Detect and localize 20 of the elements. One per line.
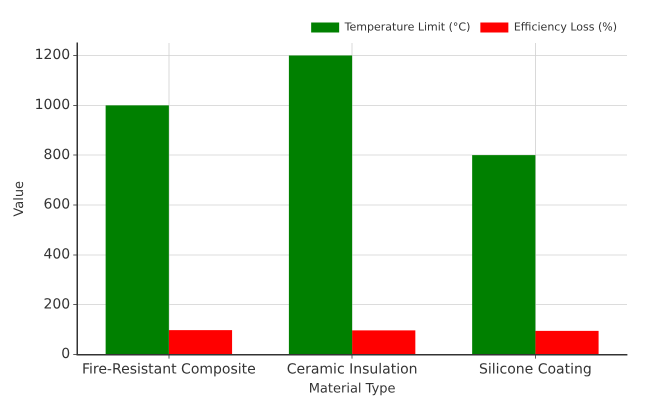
y-tick-label: 1000 <box>34 96 70 113</box>
bar <box>168 330 232 354</box>
x-tick-label: Fire-Resistant Composite <box>82 362 256 378</box>
bar <box>106 105 169 354</box>
bar <box>288 55 352 354</box>
x-tick-label: Silicone Coating <box>478 362 592 378</box>
x-axis-title: Material Type <box>308 382 396 397</box>
y-axis-title: Value <box>12 180 28 217</box>
y-tick-label: 800 <box>43 146 70 163</box>
y-tick-label: 200 <box>43 296 70 312</box>
y-tick-label: 400 <box>43 246 70 263</box>
y-tick-label: 0 <box>61 346 70 362</box>
x-tick-label: Ceramic Insulation <box>286 362 418 378</box>
bar <box>535 330 599 354</box>
y-tick-label: 600 <box>43 196 70 213</box>
legend-label: Efficiency Loss (%) <box>514 20 618 34</box>
legend-label: Temperature Limit (°C) <box>344 20 470 34</box>
bar <box>352 330 416 354</box>
y-tick-label: 1200 <box>34 47 70 64</box>
bar <box>472 155 536 354</box>
